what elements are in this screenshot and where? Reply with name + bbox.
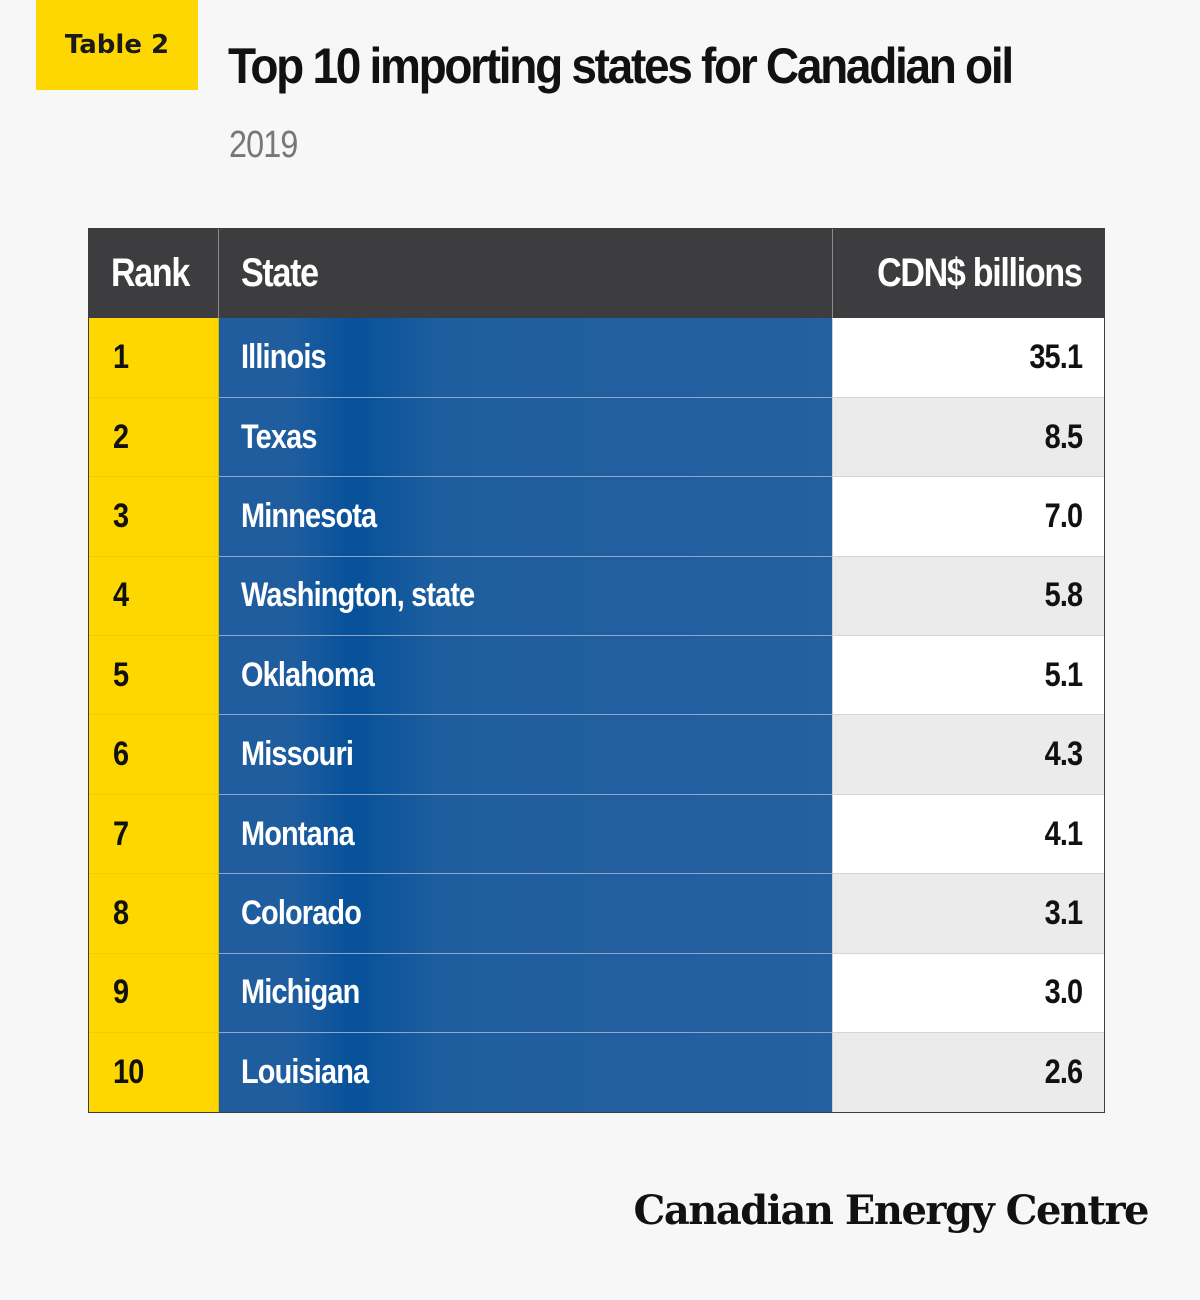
rank-cell: 7: [89, 793, 219, 874]
value-cell-text: 35.1: [1029, 337, 1083, 376]
state-cell-text: Texas: [240, 417, 317, 456]
value-cell-text: 3.0: [1044, 973, 1082, 1012]
state-cell: Texas: [218, 396, 833, 477]
table-header-row: Rank State CDN$ billions: [89, 229, 1104, 318]
state-cell-text: Colorado: [240, 893, 362, 932]
value-cell: 5.1: [832, 635, 1104, 715]
rank-cell: 1: [89, 318, 219, 398]
value-cell: 35.1: [832, 318, 1104, 398]
table-body: 1 Illinois 35.1 2 Texas 8.5 3 Minnesota 7.0 4 Wash…: [89, 318, 1104, 1112]
state-cell-text: Michigan: [240, 973, 360, 1012]
rank-cell: 5: [89, 635, 219, 715]
rank-cell-text: 4: [113, 576, 129, 615]
state-cell: Minnesota: [218, 476, 833, 557]
state-cell: Colorado: [218, 873, 833, 954]
state-cell: Montana: [218, 793, 833, 874]
value-cell-text: 5.8: [1044, 576, 1082, 615]
rank-cell-text: 3: [113, 496, 129, 535]
table-number-badge: Table 2: [36, 0, 198, 90]
state-cell: Missouri: [218, 714, 833, 795]
column-header-value: CDN$ billions: [832, 229, 1104, 318]
rank-cell: 10: [89, 1032, 219, 1112]
rank-cell-text: 1: [113, 337, 129, 376]
state-cell-text: Illinois: [240, 337, 327, 376]
table-row: 3 Minnesota 7.0: [89, 476, 1104, 557]
rank-cell: 3: [89, 476, 219, 557]
value-cell-text: 5.1: [1044, 655, 1082, 694]
value-cell: 7.0: [832, 476, 1104, 557]
state-cell-text: Washington, state: [240, 576, 475, 615]
value-cell: 2.6: [832, 1032, 1104, 1112]
value-cell: 4.1: [832, 793, 1104, 874]
state-cell-text: Louisiana: [240, 1052, 369, 1091]
rank-cell-text: 9: [113, 973, 129, 1012]
publisher-logo: Canadian Energy Centre: [633, 1187, 1150, 1234]
rank-cell-text: 8: [113, 893, 129, 932]
table-row: 5 Oklahoma 5.1: [89, 635, 1104, 715]
value-cell-text: 2.6: [1044, 1052, 1082, 1091]
value-cell: 3.0: [832, 952, 1104, 1033]
state-cell: Washington, state: [218, 555, 833, 636]
table-row: 8 Colorado 3.1: [89, 873, 1104, 954]
rank-cell-text: 6: [113, 735, 129, 774]
table-row: 7 Montana 4.1: [89, 793, 1104, 874]
rank-cell-text: 5: [113, 655, 129, 694]
value-cell-text: 8.5: [1044, 417, 1082, 456]
value-cell: 4.3: [832, 714, 1104, 795]
chart-title: Top 10 importing states for Canadian oil: [228, 38, 1014, 94]
value-cell-text: 4.3: [1044, 735, 1082, 774]
state-cell: Louisiana: [218, 1032, 833, 1112]
table-row: 10 Louisiana 2.6: [89, 1032, 1104, 1112]
value-cell-text: 3.1: [1044, 893, 1082, 932]
rank-cell: 6: [89, 714, 219, 795]
value-cell: 8.5: [832, 396, 1104, 477]
table-row: 1 Illinois 35.1: [89, 318, 1104, 398]
table-row: 6 Missouri 4.3: [89, 714, 1104, 795]
state-cell-text: Minnesota: [240, 496, 377, 535]
rank-cell-text: 7: [113, 814, 129, 853]
state-cell-text: Missouri: [240, 735, 354, 774]
state-cell: Michigan: [218, 952, 833, 1033]
state-cell-text: Montana: [240, 814, 355, 853]
rank-cell-text: 10: [113, 1052, 144, 1091]
state-cell-text: Oklahoma: [240, 655, 375, 694]
table-row: 4 Washington, state 5.8: [89, 555, 1104, 636]
value-cell: 5.8: [832, 555, 1104, 636]
state-cell: Oklahoma: [218, 635, 833, 715]
data-table: Rank State CDN$ billions 1 Illinois 35.1 2 T…: [89, 229, 1104, 1112]
chart-subtitle: 2019: [229, 124, 298, 166]
value-cell-text: 4.1: [1044, 814, 1082, 853]
data-table-container: Rank State CDN$ billions 1 Illinois 35.1 2 T…: [88, 228, 1105, 1113]
value-cell-text: 7.0: [1044, 496, 1082, 535]
rank-cell-text: 2: [113, 417, 129, 456]
column-header-rank: Rank: [89, 229, 219, 318]
value-cell: 3.1: [832, 873, 1104, 954]
rank-cell: 9: [89, 952, 219, 1033]
table-row: 9 Michigan 3.0: [89, 952, 1104, 1033]
rank-cell: 4: [89, 555, 219, 636]
state-cell: Illinois: [218, 318, 833, 398]
column-header-state: State: [218, 229, 833, 318]
rank-cell: 8: [89, 873, 219, 954]
rank-cell: 2: [89, 396, 219, 477]
table-row: 2 Texas 8.5: [89, 396, 1104, 477]
